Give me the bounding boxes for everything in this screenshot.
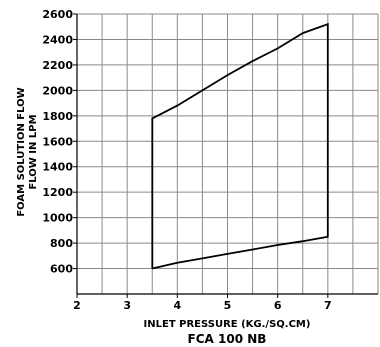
x-tick-label: 5: [224, 299, 232, 312]
x-axis-label: INLET PRESSURE (KG./SQ.CM): [144, 319, 311, 330]
x-tick-label: 3: [123, 299, 131, 312]
y-tick-label: 600: [50, 263, 73, 276]
y-tick-label: 1400: [42, 161, 73, 174]
x-tick-label: 2: [73, 299, 81, 312]
x-tick-label: 6: [274, 299, 282, 312]
y-tick-label: 2400: [42, 33, 73, 46]
y-tick-label: 1800: [42, 110, 73, 123]
x-tick-label: 7: [324, 299, 332, 312]
y-tick-label: 2200: [42, 59, 73, 72]
grid: [76, 13, 379, 294]
chart-title: FCA 100 NB: [188, 332, 267, 346]
y-tick-label: 1000: [42, 212, 73, 225]
axes: [73, 13, 378, 298]
y-axis-label-line-2: FLOW IN LPM: [28, 114, 39, 189]
series-layer: [151, 22, 329, 270]
x-tick-label: 4: [174, 299, 182, 312]
tick-labels: 2 3 4 5 6 7 600 800 1000 1200 1400 1600 1800 2000 2200…: [42, 8, 331, 312]
y-tick-label: 1200: [42, 186, 73, 199]
operating-envelope-line: [151, 22, 329, 270]
y-axis-label-line-1: FOAM SOLUTION FLOW: [16, 87, 27, 216]
y-tick-label: 2600: [42, 8, 73, 21]
y-tick-label: 1600: [42, 135, 73, 148]
y-axis-label: FOAM SOLUTION FLOW FLOW IN LPM: [16, 87, 39, 216]
y-tick-label: 2000: [42, 84, 73, 97]
y-tick-label: 800: [50, 237, 73, 250]
